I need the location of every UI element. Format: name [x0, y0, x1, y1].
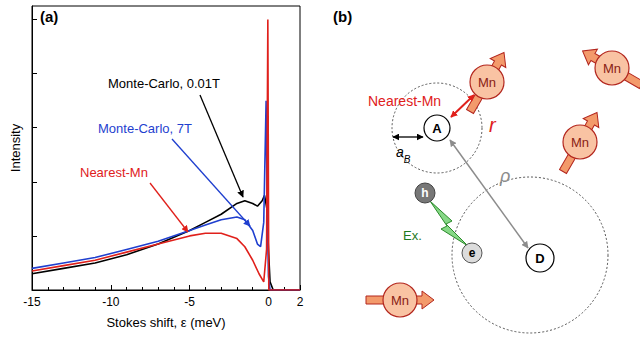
svg-text:Mn: Mn — [603, 61, 621, 76]
svg-text:aB: aB — [396, 144, 411, 165]
svg-text:r: r — [489, 114, 497, 136]
svg-text:Mn: Mn — [391, 293, 409, 308]
svg-text:(b): (b) — [333, 8, 352, 25]
svg-text:Nearest-Mn: Nearest-Mn — [80, 165, 148, 180]
svg-text:Intensity: Intensity — [8, 123, 23, 172]
svg-text:Stokes shift, ε (meV): Stokes shift, ε (meV) — [106, 315, 225, 330]
svg-text:-15: -15 — [23, 295, 41, 309]
svg-text:(a): (a) — [40, 8, 58, 25]
svg-text:Monte-Carlo, 0.01T: Monte-Carlo, 0.01T — [108, 76, 220, 91]
svg-text:Ex.: Ex. — [403, 228, 422, 243]
svg-text:ρ: ρ — [499, 166, 510, 186]
svg-text:Mn: Mn — [478, 75, 496, 90]
svg-text:2: 2 — [297, 295, 304, 309]
svg-text:h: h — [421, 186, 428, 200]
svg-text:Nearest-Mn: Nearest-Mn — [368, 93, 441, 109]
svg-text:e: e — [469, 246, 476, 260]
svg-text:-5: -5 — [184, 295, 195, 309]
svg-text:A: A — [432, 121, 442, 136]
svg-text:Mn: Mn — [571, 135, 589, 150]
svg-text:-10: -10 — [102, 295, 120, 309]
svg-text:D: D — [535, 251, 544, 266]
svg-text:0: 0 — [265, 295, 272, 309]
svg-text:Monte-Carlo, 7T: Monte-Carlo, 7T — [98, 121, 192, 136]
